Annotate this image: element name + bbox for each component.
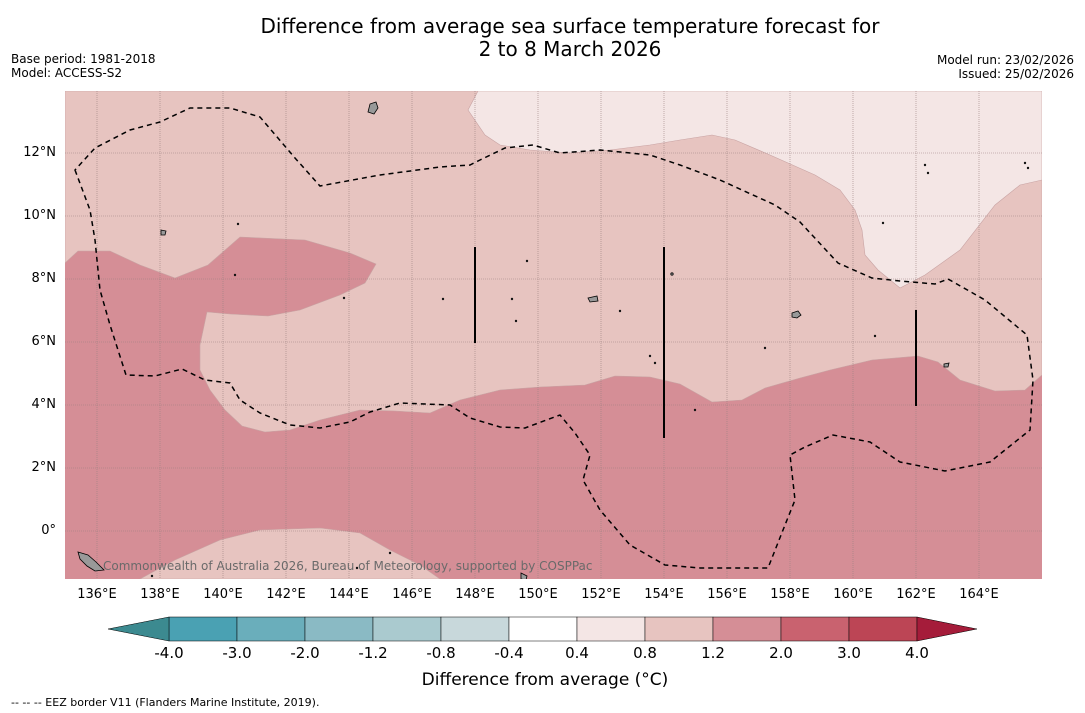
colorbar-segment xyxy=(508,616,578,642)
colorbar-extend-high xyxy=(916,616,978,642)
lat-label-6n: 6°N xyxy=(31,334,57,349)
colorbar-title: Difference from average (°C) xyxy=(421,670,669,690)
colorbar-label: -3.0 xyxy=(222,644,252,662)
lon-label-162e: 162°E xyxy=(896,587,936,602)
colorbar-label: 2.0 xyxy=(769,644,793,662)
colorbar-label: 0.8 xyxy=(633,644,657,662)
chart-title-line1: Difference from average sea surface temp… xyxy=(260,14,880,38)
anomaly-band-0p8-1p2-south xyxy=(139,527,441,579)
anomaly-band-0p4-0p8 xyxy=(467,91,1042,289)
colorbar-label: 3.0 xyxy=(837,644,861,662)
border-lines xyxy=(474,247,917,438)
lon-label-146e: 146°E xyxy=(392,587,432,602)
lat-label-10n: 10°N xyxy=(23,208,56,223)
colorbar-segment xyxy=(712,616,782,642)
lon-label-156e: 156°E xyxy=(707,587,747,602)
lon-label-142e: 142°E xyxy=(266,587,306,602)
colorbar-segment xyxy=(780,616,850,642)
colorbar xyxy=(107,616,978,642)
lat-label-0: 0° xyxy=(41,523,56,538)
lon-label-138e: 138°E xyxy=(140,587,180,602)
colorbar-segment xyxy=(440,616,510,642)
lon-label-160e: 160°E xyxy=(833,587,873,602)
lat-label-8n: 8°N xyxy=(31,271,57,286)
colorbar-segment xyxy=(372,616,442,642)
colorbar-segment xyxy=(168,616,238,642)
colorbar-segment xyxy=(576,616,646,642)
colorbar-segment xyxy=(236,616,306,642)
lon-label-154e: 154°E xyxy=(644,587,684,602)
colorbar-label: -2.0 xyxy=(290,644,320,662)
colorbar-label: -4.0 xyxy=(154,644,184,662)
lat-label-4n: 4°N xyxy=(31,397,57,412)
base-period: Base period: 1981-2018 xyxy=(11,52,156,66)
colorbar-segment xyxy=(644,616,714,642)
anomaly-band-0p8-1p2-north xyxy=(65,91,1042,433)
colorbar-label: 1.2 xyxy=(701,644,725,662)
issued-date: Issued: 25/02/2026 xyxy=(958,67,1074,81)
copyright-credit: Commonwealth of Australia 2026, Bureau o… xyxy=(103,559,593,573)
colorbar-label: -0.4 xyxy=(494,644,524,662)
eez-border xyxy=(74,107,1034,569)
colorbar-segment xyxy=(848,616,918,642)
model-name: Model: ACCESS-S2 xyxy=(11,66,123,80)
map-area xyxy=(65,91,1042,579)
colorbar-label: -0.8 xyxy=(426,644,456,662)
model-run: Model run: 23/02/2026 xyxy=(936,53,1074,67)
lon-label-148e: 148°E xyxy=(455,587,495,602)
eez-legend-note: -- -- -- EEZ border V11 (Flanders Marine… xyxy=(11,696,320,709)
chart-title-line2: 2 to 8 March 2026 xyxy=(478,37,662,61)
colorbar-extend-low xyxy=(107,616,170,642)
lat-label-2n: 2°N xyxy=(31,460,57,475)
colorbar-label: -1.2 xyxy=(358,644,388,662)
islands xyxy=(77,101,1030,579)
colorbar-segment xyxy=(304,616,374,642)
lon-label-136e: 136°E xyxy=(77,587,117,602)
colorbar-label: 0.4 xyxy=(565,644,589,662)
colorbar-label: 4.0 xyxy=(905,644,929,662)
lon-label-158e: 158°E xyxy=(770,587,810,602)
lat-label-12n: 12°N xyxy=(23,145,56,160)
lon-label-164e: 164°E xyxy=(959,587,999,602)
lon-label-140e: 140°E xyxy=(203,587,243,602)
lon-label-152e: 152°E xyxy=(581,587,621,602)
lon-label-144e: 144°E xyxy=(329,587,369,602)
lon-label-150e: 150°E xyxy=(518,587,558,602)
